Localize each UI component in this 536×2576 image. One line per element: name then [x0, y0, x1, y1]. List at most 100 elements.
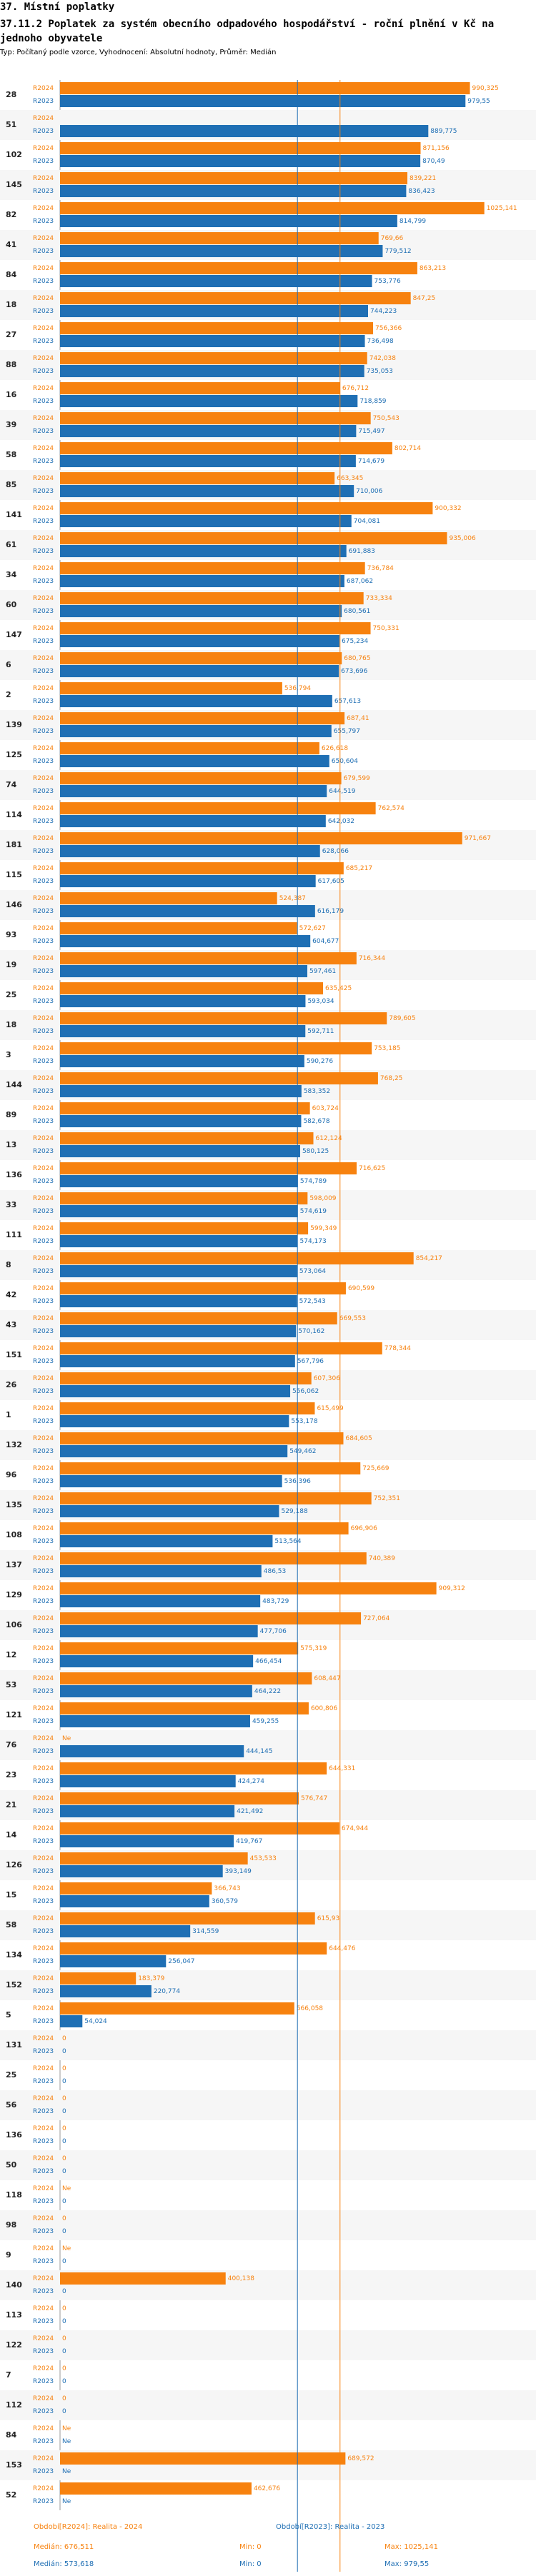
series-label: R2023 — [33, 368, 54, 375]
value-label: 477,706 — [260, 1628, 287, 1635]
value-label: 0 — [62, 2095, 66, 2102]
value-label: 0 — [62, 2125, 66, 2132]
bar — [60, 935, 311, 947]
series-label: R2024 — [33, 1585, 54, 1592]
series-label: R2023 — [33, 128, 54, 135]
series-label: R2023 — [33, 1658, 54, 1665]
series-label: R2024 — [33, 1885, 54, 1892]
series-label: R2023 — [33, 398, 54, 405]
value-label: 0 — [62, 2035, 66, 2042]
bar — [60, 1102, 310, 1114]
series-label: R2024 — [33, 625, 54, 632]
bar — [60, 142, 421, 154]
category-label: 16 — [6, 390, 17, 399]
row-band — [0, 2090, 536, 2120]
series-label: R2023 — [33, 818, 54, 825]
series-label: R2023 — [33, 1778, 54, 1785]
value-label: 644,331 — [329, 1765, 355, 1772]
value-label: 593,034 — [307, 998, 334, 1005]
value-label: 590,276 — [307, 1058, 333, 1065]
value-label: 725,669 — [362, 1465, 389, 1472]
category-label: 42 — [6, 1290, 16, 1299]
value-label: 854,217 — [416, 1255, 442, 1262]
category-label: 28 — [6, 90, 16, 99]
series-label: R2024 — [33, 1915, 54, 1922]
value-label: 0 — [62, 2228, 66, 2235]
subtitle: Typ: Počítaný podle vzorce, Vyhodnocení:… — [0, 49, 277, 56]
bar — [60, 155, 421, 167]
series-label: R2024 — [33, 565, 54, 572]
value-label: 0 — [62, 2078, 66, 2085]
bar — [60, 2002, 294, 2015]
category-label: 1 — [6, 1410, 11, 1419]
value-label: 616,179 — [317, 908, 344, 915]
value-label: 574,789 — [300, 1178, 327, 1185]
series-label: R2023 — [33, 1838, 54, 1845]
value-label: 669,553 — [339, 1315, 366, 1322]
series-label: R2023 — [33, 878, 54, 885]
bar — [60, 322, 374, 334]
value-label: 0 — [62, 2198, 66, 2205]
series-label: R2024 — [33, 745, 54, 752]
series-label: R2023 — [33, 2138, 54, 2145]
series-label: R2024 — [33, 2215, 54, 2222]
category-label: 25 — [6, 990, 16, 999]
bar — [60, 485, 354, 497]
category-label: 181 — [6, 840, 22, 849]
category-label: 9 — [6, 2250, 11, 2260]
category-label: 106 — [6, 1620, 22, 1629]
bar — [60, 905, 315, 917]
series-label: R2024 — [33, 1525, 54, 1532]
value-label: 684,605 — [345, 1435, 372, 1442]
category-label: 53 — [6, 1680, 16, 1689]
series-label: R2024 — [33, 595, 54, 602]
value-label: 419,767 — [236, 1838, 262, 1845]
value-label: 556,062 — [292, 1388, 319, 1395]
series-label: R2024 — [33, 865, 54, 872]
bar — [60, 592, 364, 604]
value-label: Ne — [62, 2438, 71, 2445]
series-label: R2024 — [33, 2425, 54, 2432]
bar — [60, 965, 308, 977]
bar — [60, 1582, 437, 1594]
value-label: 836,423 — [408, 188, 435, 195]
series-label: R2024 — [33, 445, 54, 452]
value-label: 608,447 — [314, 1675, 340, 1682]
bar — [60, 335, 365, 347]
series-label: R2023 — [33, 2318, 54, 2325]
bar — [60, 1655, 254, 1667]
series-label: R2024 — [33, 1045, 54, 1052]
bar — [60, 755, 329, 767]
category-label: 111 — [6, 1230, 22, 1239]
series-label: R2023 — [33, 758, 54, 765]
value-label: 444,145 — [246, 1748, 272, 1755]
value-label: 628,066 — [322, 848, 349, 855]
value-label: 752,351 — [374, 1495, 400, 1502]
bar — [60, 1175, 298, 1187]
value-label: 0 — [62, 2258, 66, 2265]
value-label: 704,081 — [354, 518, 380, 525]
category-label: 34 — [6, 570, 17, 579]
value-label: 0 — [62, 2155, 66, 2162]
bar — [60, 1342, 382, 1354]
series-label: R2023 — [33, 668, 54, 675]
category-label: 8 — [6, 1260, 11, 1269]
bar — [60, 1672, 312, 1684]
category-label: 147 — [6, 630, 22, 639]
bar — [60, 382, 340, 394]
value-label: 714,679 — [358, 458, 384, 465]
category-label: 27 — [6, 330, 16, 339]
series-label: R2023 — [33, 1268, 54, 1275]
category-label: 5 — [6, 2010, 11, 2020]
value-label: 314,559 — [192, 1928, 219, 1935]
value-label: 597,461 — [309, 968, 336, 975]
bar — [60, 545, 347, 557]
bar — [60, 1222, 309, 1234]
category-label: 145 — [6, 180, 22, 189]
bar — [60, 1265, 297, 1277]
value-label: 0 — [62, 2395, 66, 2402]
bar — [60, 502, 433, 514]
bar — [60, 652, 342, 664]
series-label: R2023 — [33, 518, 54, 525]
